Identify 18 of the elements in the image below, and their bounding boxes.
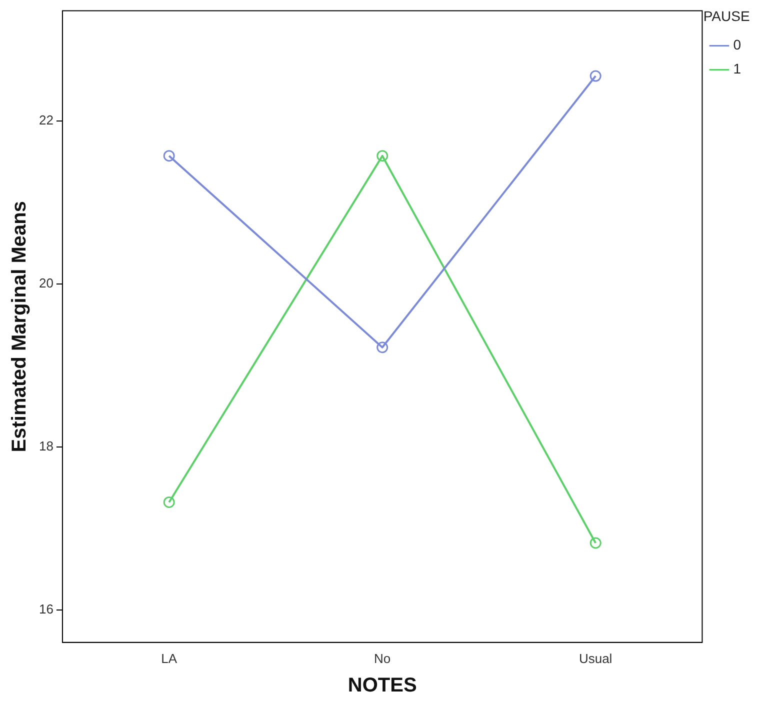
y-tick-label: 16 xyxy=(38,601,54,616)
y-axis-title: Estimated Marginal Means xyxy=(8,201,31,452)
x-tick-label: No xyxy=(374,650,391,666)
point xyxy=(163,150,175,162)
point xyxy=(590,70,602,82)
legend-label: 1 xyxy=(733,60,742,77)
x-tick-label: Usual xyxy=(578,650,612,666)
y-tick-label: 18 xyxy=(38,438,54,454)
point xyxy=(590,537,602,549)
point xyxy=(163,496,175,508)
point xyxy=(376,342,388,354)
legend-label: 0 xyxy=(733,36,742,53)
legend-title: PAUSE xyxy=(703,8,750,24)
y-tick-label: 22 xyxy=(38,112,54,128)
x-axis-title: NOTES xyxy=(348,674,417,697)
x-tick-label: LA xyxy=(161,650,178,666)
point xyxy=(376,150,388,162)
y-tick-label: 20 xyxy=(38,275,54,290)
